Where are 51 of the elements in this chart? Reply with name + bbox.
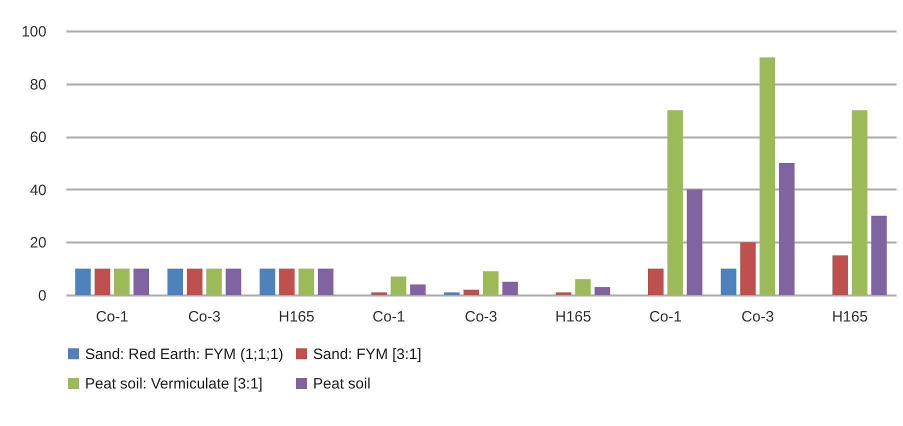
bar xyxy=(260,268,276,295)
bar xyxy=(167,268,183,295)
y-tick-label: 20 xyxy=(30,234,46,252)
bar xyxy=(298,268,314,295)
bar xyxy=(482,271,498,295)
bar xyxy=(871,216,887,295)
bar xyxy=(686,189,702,295)
y-tick-label: 60 xyxy=(30,129,46,146)
bar xyxy=(186,268,202,295)
legend-label: Peat soil: Vermiculate [3:1] xyxy=(85,376,263,392)
bar xyxy=(133,268,149,295)
bar xyxy=(594,287,610,295)
bar xyxy=(94,268,110,295)
legend-label: Sand: Red Earth: FYM (1;1;1) xyxy=(85,346,284,363)
bar xyxy=(206,268,222,295)
bar xyxy=(410,284,426,295)
bar xyxy=(779,163,795,295)
x-tick-label: Co-1 xyxy=(649,308,682,326)
bar xyxy=(114,268,130,295)
x-tick-label: Co-3 xyxy=(464,308,498,326)
bar xyxy=(740,242,756,295)
bar xyxy=(760,57,776,295)
bar xyxy=(390,276,406,295)
bar xyxy=(575,279,591,295)
bar xyxy=(75,268,91,295)
x-tick-label: H165 xyxy=(555,308,592,326)
bar xyxy=(371,292,387,295)
x-tick-label: Co-1 xyxy=(96,308,128,326)
y-tick-label: 0 xyxy=(38,288,46,304)
x-tick-label: H165 xyxy=(832,308,868,326)
y-tick-label: 100 xyxy=(21,24,46,40)
legend-label: Peat soil xyxy=(313,376,371,392)
x-tick-label: Co-3 xyxy=(188,308,221,326)
bar xyxy=(720,268,736,295)
bar xyxy=(318,268,334,295)
bar xyxy=(556,292,572,295)
x-tick-label: H165 xyxy=(278,308,314,326)
bar xyxy=(648,268,664,295)
bar xyxy=(852,110,868,295)
bar xyxy=(279,268,295,295)
bar xyxy=(502,282,518,295)
bar xyxy=(667,110,683,295)
bar xyxy=(832,255,848,295)
bar xyxy=(444,292,460,295)
y-tick-label: 80 xyxy=(30,76,46,94)
bar xyxy=(464,290,480,295)
x-tick-label: Co-3 xyxy=(741,308,774,326)
y-tick-label: 40 xyxy=(30,182,46,199)
bar xyxy=(226,268,242,295)
x-tick-label: Co-1 xyxy=(372,308,406,326)
legend-label: Sand: FYM [3:1] xyxy=(313,346,422,363)
